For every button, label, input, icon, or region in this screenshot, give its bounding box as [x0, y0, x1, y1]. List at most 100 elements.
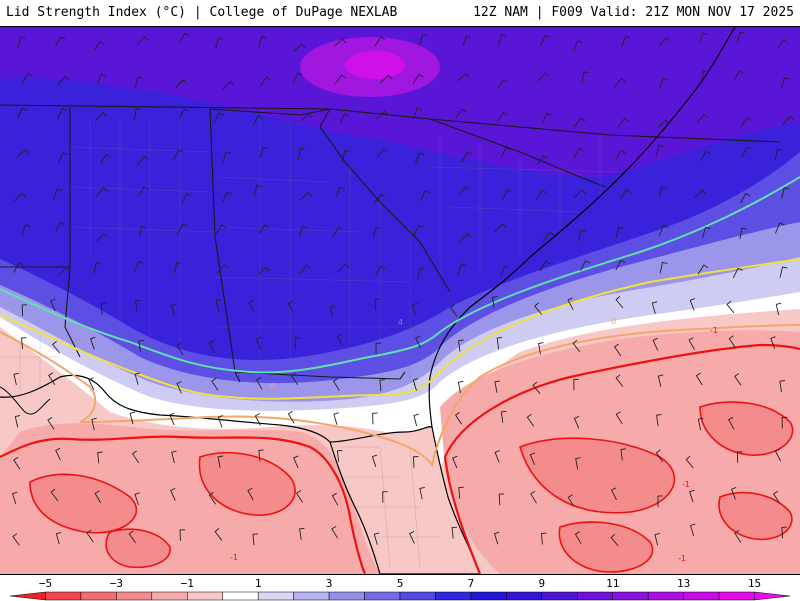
wind-barb — [726, 300, 735, 314]
colorbar-bin — [718, 591, 755, 601]
field-pink-mid-gulf — [0, 423, 380, 574]
contour-minus1-atlantic — [443, 343, 800, 458]
wind-barb — [257, 266, 270, 276]
wind-barb — [496, 336, 503, 350]
wind-barb — [57, 108, 68, 119]
wind-barb — [339, 113, 349, 125]
wind-barb — [493, 531, 500, 545]
contour-label-minus1-south: -1 — [682, 480, 690, 489]
wind-barb — [173, 262, 182, 274]
wind-barb — [293, 455, 299, 469]
wind-barb — [462, 35, 472, 47]
wind-barb — [52, 341, 61, 354]
wind-barb — [782, 115, 795, 125]
wind-barb — [536, 189, 547, 200]
colorbar-tick-label: 3 — [326, 577, 333, 590]
wind-barb — [776, 39, 788, 50]
wind-barb — [491, 295, 498, 309]
wind-barb — [294, 337, 300, 350]
wind-barb — [90, 336, 96, 350]
wind-barb — [541, 532, 547, 545]
wind-barb — [247, 487, 254, 501]
wind-barb — [50, 488, 59, 502]
wind-barb — [371, 454, 378, 468]
wind-barb — [780, 77, 790, 89]
wind-barb — [615, 296, 624, 309]
wind-barb — [659, 261, 668, 274]
wind-barb — [700, 70, 709, 82]
wind-barb — [697, 264, 709, 275]
wind-barb — [537, 72, 550, 82]
wind-barb — [412, 73, 424, 84]
contour-minus1-atlantic-south — [443, 456, 482, 574]
wind-barb — [652, 337, 659, 351]
wind-barb — [93, 40, 105, 52]
colorbar-tick-label: 1 — [255, 577, 262, 590]
wind-barb — [457, 380, 464, 394]
wind-barb — [214, 528, 223, 541]
wind-barb — [52, 188, 63, 200]
wind-barb — [497, 78, 509, 89]
wind-barb — [331, 525, 338, 539]
wind-barb — [420, 190, 430, 202]
wind-barb — [529, 452, 536, 466]
wind-barb — [615, 259, 626, 271]
wind-barb — [732, 267, 743, 279]
wind-barb — [651, 301, 658, 314]
wind-barb — [702, 226, 711, 239]
wind-barb — [293, 43, 306, 52]
wind-barb — [454, 411, 463, 425]
wind-barb — [781, 416, 788, 429]
wind-barb — [21, 337, 27, 350]
wind-barb — [461, 151, 472, 163]
contour-plus4 — [0, 176, 800, 374]
wind-barb — [217, 415, 224, 428]
wind-barb — [449, 304, 458, 317]
wind-barb — [731, 486, 737, 500]
wind-barb — [334, 74, 347, 85]
wind-barb — [133, 260, 144, 272]
wind-barb — [532, 381, 541, 395]
louisiana-coast — [0, 386, 51, 415]
wind-barb — [620, 448, 627, 461]
wind-barb — [17, 148, 30, 158]
colorbar-bin — [541, 591, 578, 601]
contour-label-two: 2 — [412, 378, 417, 387]
wind-barb — [55, 447, 61, 461]
wind-barb — [417, 267, 426, 279]
wind-barb — [382, 491, 388, 503]
wind-barb — [575, 457, 581, 470]
wind-barb — [655, 449, 664, 463]
wind-barb — [175, 79, 188, 89]
wind-barb — [55, 36, 66, 47]
wind-barb — [573, 378, 579, 391]
wind-barb — [178, 108, 189, 120]
wind-barb — [376, 148, 388, 159]
wind-barb — [452, 455, 458, 469]
wind-barb — [96, 187, 108, 197]
wind-barb — [740, 192, 751, 204]
wind-barb — [500, 410, 507, 423]
wind-barb — [615, 411, 623, 424]
colorbar-bin — [222, 591, 259, 601]
contour-label-minus1-east: -1 — [710, 326, 718, 335]
wind-barb — [494, 380, 500, 393]
wind-barb — [374, 193, 386, 204]
wind-barb — [134, 372, 141, 385]
wind-barb — [332, 226, 343, 238]
wind-barb — [208, 491, 216, 505]
wind-barb — [694, 189, 707, 199]
wind-barb — [654, 532, 661, 546]
wind-barb — [781, 187, 790, 199]
product-title: Lid Strength Index (°C) | College of DuP… — [6, 5, 398, 20]
wind-barb — [696, 113, 709, 124]
wind-barb — [457, 73, 470, 82]
wind-barb — [541, 112, 552, 124]
wind-barb — [248, 299, 255, 313]
wind-barb — [413, 413, 419, 427]
wind-barb — [567, 297, 574, 311]
wind-barb — [500, 147, 511, 158]
wind-barb — [380, 74, 393, 84]
wind-barb — [57, 267, 71, 276]
